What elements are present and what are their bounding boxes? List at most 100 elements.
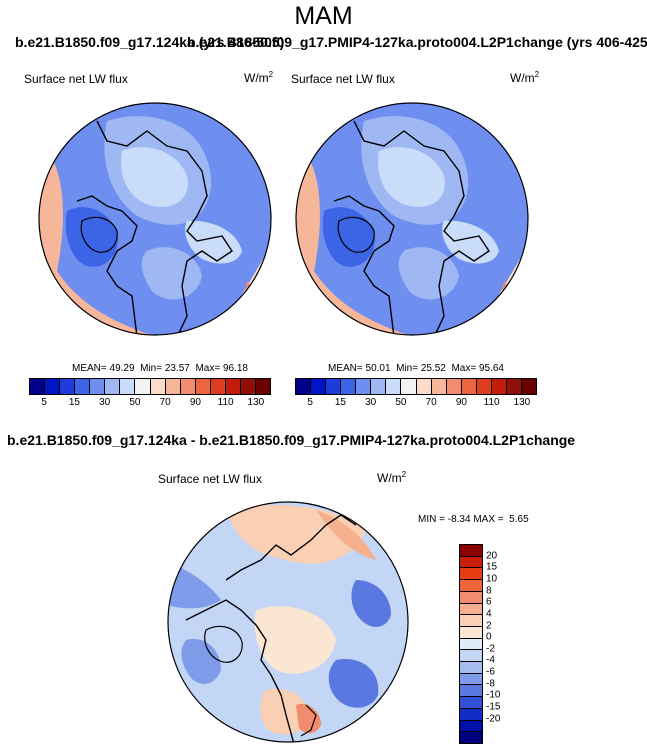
- colorbar-swatch: [460, 568, 482, 581]
- colorbar-swatch: [416, 379, 432, 394]
- coastline: [76, 195, 138, 335]
- map-field: [181, 639, 221, 684]
- colorbar-tick-label: 70: [425, 397, 437, 408]
- colorbar-swatch: [460, 685, 482, 698]
- colorbar-swatch: [60, 379, 76, 394]
- colorbar-tick-label: 15: [68, 397, 80, 408]
- colorbar-swatch: [460, 720, 482, 733]
- colorbar-tick-label: 8: [486, 585, 492, 597]
- colorbar-swatch: [460, 556, 482, 569]
- left-case-title: b.e21.B1850.f09_g17.124ka (yrs 486-505): [15, 34, 285, 50]
- coastline: [353, 120, 490, 335]
- map-boundary: [295, 102, 529, 336]
- panel-1-stats: MEAN= 49.29 Min= 23.57 Max= 96.18: [72, 363, 248, 374]
- difference-title: b.e21.B1850.f09_g17.124ka - b.e21.B1850.…: [7, 432, 576, 448]
- colorbar-swatch: [476, 379, 492, 394]
- colorbar-swatch: [45, 379, 61, 394]
- colorbar-swatch: [386, 379, 402, 394]
- greenland-coast: [80, 216, 118, 253]
- colorbar-tick-label: 4: [486, 608, 492, 620]
- map-field: [296, 141, 414, 335]
- colorbar-tick-label: 10: [486, 573, 498, 585]
- map-boundary: [38, 102, 272, 336]
- colorbar-swatch: [195, 379, 211, 394]
- colorbar-swatch: [461, 379, 477, 394]
- panel-1-variable-label: Surface net LW flux: [24, 72, 128, 86]
- colorbar-tick-label: 50: [395, 397, 407, 408]
- colorbar-swatch: [210, 379, 226, 394]
- colorbar-tick-label: -15: [486, 701, 501, 713]
- colorbar-tick-label: -10: [486, 689, 501, 701]
- colorbar-swatch: [521, 379, 536, 394]
- colorbar-tick-label: 130: [247, 397, 265, 408]
- greenland-coast: [337, 216, 375, 253]
- colorbar-tick-label: 6: [486, 596, 492, 608]
- colorbar-swatch: [296, 379, 312, 394]
- colorbar-swatch: [30, 379, 46, 394]
- map-field: [378, 147, 445, 207]
- colorbar-swatch: [460, 591, 482, 604]
- map-field: [254, 606, 336, 674]
- colorbar-tick-label: 130: [513, 397, 531, 408]
- coastline: [96, 120, 233, 335]
- colorbar-tick-label: 20: [486, 550, 498, 562]
- map-field: [351, 580, 391, 627]
- colorbar-swatch: [506, 379, 522, 394]
- coastline: [225, 514, 357, 581]
- colorbar-swatch: [165, 379, 181, 394]
- colorbar-swatch: [326, 379, 342, 394]
- map-field: [168, 560, 221, 609]
- coastline: [333, 195, 395, 335]
- colorbar-swatch: [460, 697, 482, 709]
- colorbar-tick-label: 90: [455, 397, 467, 408]
- colorbar-swatch: [356, 379, 372, 394]
- colorbar-swatch: [135, 379, 151, 394]
- colorbar-tick-label: 50: [129, 397, 141, 408]
- panel-2-colorbar-ticks: 5 15 30 50 70 90 110 130: [295, 397, 537, 411]
- map-field: [328, 659, 379, 708]
- colorbar-swatch: [75, 379, 91, 394]
- panel-2-variable-label: Surface net LW flux: [291, 72, 395, 86]
- colorbar-swatch: [460, 650, 482, 663]
- colorbar-tick-label: 15: [486, 561, 498, 573]
- colorbar-tick-label: 15: [334, 397, 346, 408]
- colorbar-tick-label: 90: [189, 397, 201, 408]
- panel-2-polar-map: [295, 102, 529, 336]
- colorbar-swatch: [460, 580, 482, 592]
- colorbar-swatch: [460, 638, 482, 651]
- map-field: [296, 703, 321, 734]
- colorbar-tick-label: 0: [486, 631, 492, 643]
- colorbar-swatch: [311, 379, 327, 394]
- colorbar-tick-label: 110: [217, 397, 234, 408]
- coastline: [300, 704, 317, 737]
- colorbar-tick-label: 30: [99, 397, 111, 408]
- diff-colorbar: [459, 544, 483, 744]
- colorbar-tick-label: 70: [159, 397, 171, 408]
- panel-1-colorbar: [29, 378, 271, 395]
- colorbar-tick-label: -2: [486, 643, 495, 655]
- colorbar-swatch: [371, 379, 387, 394]
- colorbar-swatch: [90, 379, 106, 394]
- colorbar-swatch: [180, 379, 196, 394]
- colorbar-tick-label: 30: [365, 397, 377, 408]
- colorbar-swatch: [491, 379, 507, 394]
- panel-2-stats: MEAN= 50.01 Min= 25.52 Max= 95.64: [328, 363, 504, 374]
- colorbar-swatch: [431, 379, 447, 394]
- diff-variable-label: Surface net LW flux: [158, 472, 262, 486]
- colorbar-swatch: [240, 379, 256, 394]
- colorbar-swatch: [460, 626, 482, 639]
- colorbar-swatch: [460, 545, 482, 557]
- panel-1-polar-map: [38, 102, 272, 336]
- colorbar-tick-label: 110: [483, 397, 500, 408]
- greenland-coast: [204, 625, 243, 663]
- panel-2-units: W/m2: [510, 70, 540, 85]
- colorbar-swatch: [460, 603, 482, 616]
- diff-units: W/m2: [377, 470, 407, 485]
- colorbar-tick-label: -20: [486, 713, 501, 725]
- colorbar-tick-label: 5: [307, 397, 313, 408]
- colorbar-tick-label: -8: [486, 678, 495, 690]
- colorbar-swatch: [446, 379, 462, 394]
- diff-min-max: MIN = -8.34 MAX = 5.65: [418, 514, 529, 525]
- colorbar-swatch: [401, 379, 417, 394]
- colorbar-swatch: [150, 379, 166, 394]
